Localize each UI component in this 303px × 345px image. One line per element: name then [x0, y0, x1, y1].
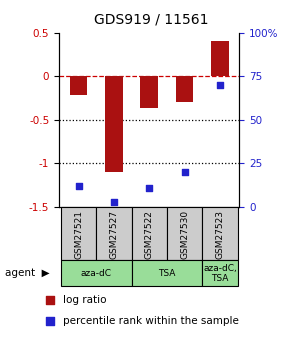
Text: GSM27527: GSM27527: [109, 210, 118, 259]
Text: log ratio: log ratio: [63, 295, 106, 305]
Point: [48, 297, 53, 303]
Bar: [176, 76, 193, 102]
Text: agent  ▶: agent ▶: [5, 268, 49, 278]
Text: GDS919 / 11561: GDS919 / 11561: [94, 12, 209, 26]
Bar: [61, 207, 96, 260]
Text: percentile rank within the sample: percentile rank within the sample: [63, 316, 239, 326]
Text: GSM27521: GSM27521: [74, 210, 83, 259]
Bar: [61, 260, 132, 286]
Point: [112, 199, 116, 205]
Bar: [105, 76, 123, 172]
Text: TSA: TSA: [158, 269, 176, 278]
Text: aza-dC,
TSA: aza-dC, TSA: [203, 264, 237, 283]
Bar: [211, 41, 229, 76]
Bar: [167, 207, 202, 260]
Bar: [132, 260, 202, 286]
Bar: [202, 207, 238, 260]
Bar: [70, 76, 87, 96]
Bar: [132, 207, 167, 260]
Bar: [202, 260, 238, 286]
Text: GSM27523: GSM27523: [215, 210, 225, 259]
Point: [76, 183, 81, 189]
Bar: [96, 207, 132, 260]
Text: aza-dC: aza-dC: [81, 269, 112, 278]
Point: [218, 82, 222, 88]
Point: [48, 318, 53, 324]
Point: [147, 185, 152, 190]
Point: [182, 169, 187, 175]
Text: GSM27530: GSM27530: [180, 210, 189, 259]
Text: GSM27522: GSM27522: [145, 210, 154, 258]
Bar: [140, 76, 158, 108]
